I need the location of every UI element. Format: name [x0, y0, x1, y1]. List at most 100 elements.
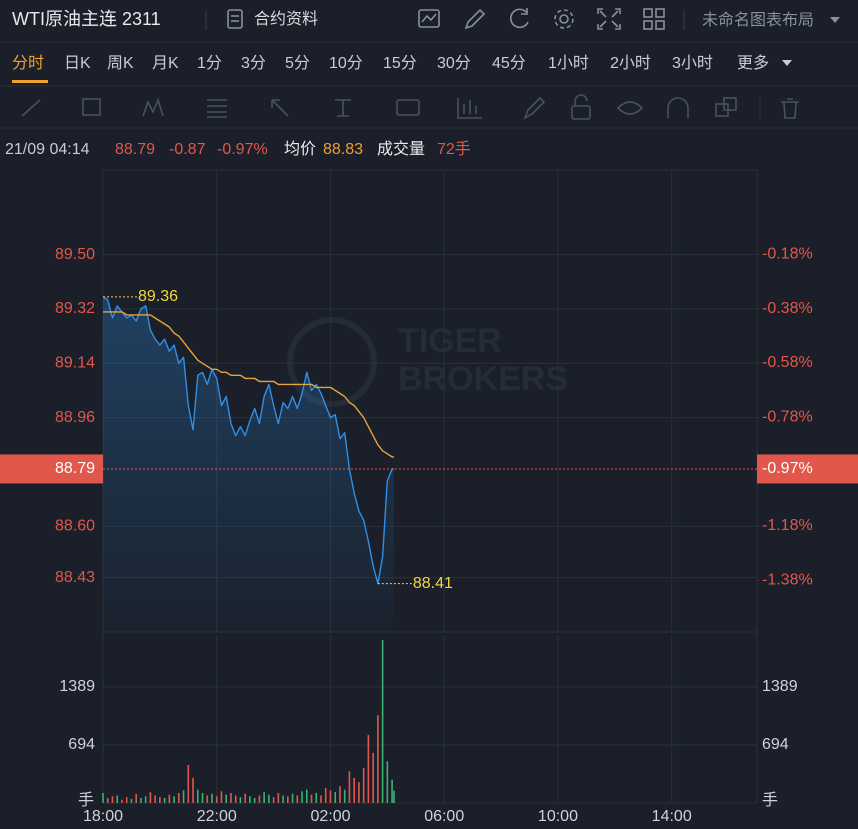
- volume-bar: [253, 797, 256, 803]
- volume-bar: [320, 795, 322, 803]
- settings-icon[interactable]: [559, 14, 569, 24]
- drawing-toolbar: [21, 94, 799, 120]
- info-change: -0.87: [169, 141, 206, 158]
- tool-text[interactable]: [335, 99, 351, 117]
- tool-rect[interactable]: [82, 98, 101, 116]
- volume-bar: [192, 777, 194, 803]
- x-tick-label: 18:00: [83, 808, 123, 825]
- volume-bar: [125, 797, 128, 803]
- tool-lock[interactable]: [571, 105, 591, 120]
- tool-brush[interactable]: [523, 96, 546, 120]
- volume-bar: [381, 640, 384, 803]
- dropdown-caret[interactable]: [782, 60, 792, 66]
- y-tick-label: 88.60: [55, 518, 95, 535]
- volume-bar: [230, 792, 232, 803]
- dropdown-caret[interactable]: [830, 17, 840, 23]
- tab[interactable]: 1小时: [548, 54, 589, 72]
- volume-bar: [268, 794, 270, 803]
- volume-bar: [315, 792, 318, 803]
- tab[interactable]: 分时: [12, 54, 44, 72]
- low-label: 88.41: [413, 575, 453, 592]
- volume-bar: [305, 789, 308, 803]
- tab[interactable]: 日K: [64, 55, 91, 72]
- unit-label: 手: [762, 791, 778, 809]
- tab[interactable]: 15分: [383, 54, 417, 72]
- tool-note[interactable]: [396, 99, 420, 116]
- price-area: [103, 296, 394, 632]
- y2-tick-label: -0.38%: [762, 300, 813, 317]
- tool-line[interactable]: [21, 99, 41, 117]
- watermark-logo: [287, 317, 377, 407]
- x-tick-label: 22:00: [197, 808, 237, 825]
- tab[interactable]: 周K: [107, 55, 134, 72]
- tool-magnet[interactable]: [667, 97, 689, 118]
- tab[interactable]: 5分: [285, 54, 310, 72]
- tab[interactable]: 月K: [152, 55, 179, 72]
- volume-bar: [106, 797, 109, 803]
- volume-bar: [343, 789, 346, 803]
- volume-bar: [163, 797, 166, 803]
- volume-bar: [187, 764, 190, 803]
- volume-bar: [121, 799, 123, 803]
- tabs: 分时 日K 周K 月K 1分 3分 5分 10分 15分 30分 45分 1小时 2小时 3小时 更多: [12, 54, 792, 83]
- volume-bar: [149, 792, 152, 803]
- y2-tick-label: 694: [762, 736, 789, 753]
- volume-bar: [339, 786, 341, 803]
- chart-icon[interactable]: [418, 9, 440, 28]
- y2-tick-label: -1.38%: [762, 572, 813, 589]
- volume-bar: [362, 767, 365, 803]
- edit-icon[interactable]: [464, 8, 486, 30]
- tool-eye[interactable]: [616, 101, 644, 115]
- tool-measure[interactable]: [457, 98, 482, 119]
- high-label: 89.36: [138, 288, 178, 305]
- volume-bar: [377, 715, 379, 803]
- tab[interactable]: 2小时: [610, 54, 651, 72]
- tab[interactable]: 10分: [329, 54, 363, 72]
- header-icons: [418, 8, 665, 30]
- y-tick-label: 89.14: [55, 354, 95, 371]
- volume-bar: [277, 792, 280, 803]
- refresh-icon[interactable]: [509, 8, 529, 29]
- volume-bar: [258, 795, 261, 803]
- contract-info-button[interactable]: 合约资料: [227, 9, 318, 29]
- layout-icon: [655, 8, 665, 18]
- volume-bar: [239, 797, 242, 803]
- volume-bar: [220, 791, 223, 803]
- info-datetime: 21/09 04:14: [5, 141, 90, 158]
- volume-bar: [178, 792, 180, 803]
- volume-bar: [353, 777, 355, 803]
- tab[interactable]: 45分: [492, 54, 526, 72]
- volume-bar: [154, 795, 156, 803]
- tab-underline: [12, 80, 48, 83]
- tool-delete[interactable]: [781, 98, 799, 119]
- tool-arrow[interactable]: [271, 99, 289, 117]
- contract-info[interactable]: 合约资料: [254, 10, 318, 28]
- tab[interactable]: 更多: [737, 54, 769, 72]
- chart-icon-line: [421, 13, 437, 23]
- layout-icon[interactable]: [643, 8, 653, 18]
- volume-bar: [291, 793, 294, 803]
- y-tick-label: 89.50: [55, 246, 95, 263]
- tab[interactable]: 3分: [241, 54, 266, 72]
- info-price: 88.79: [115, 141, 155, 158]
- volume-bar: [116, 795, 119, 803]
- volume-bar: [144, 796, 147, 803]
- x-tick-label: 02:00: [310, 808, 350, 825]
- tool-fib[interactable]: [207, 99, 227, 118]
- info-volume: 72手: [437, 140, 471, 158]
- tool-pattern[interactable]: [142, 97, 164, 117]
- volume-bar: [287, 796, 289, 803]
- volume-bar: [182, 790, 185, 803]
- layout-name[interactable]: 未命名图表布局: [702, 11, 814, 29]
- tab[interactable]: 1分: [197, 54, 222, 72]
- layout-icon: [643, 20, 653, 30]
- tab[interactable]: 3小时: [672, 54, 713, 72]
- fullscreen-icon[interactable]: [597, 8, 621, 30]
- settings-icon-gear: [554, 9, 574, 29]
- volume-bar: [386, 761, 389, 803]
- volume-bar: [310, 794, 313, 803]
- info-bar: 21/09 04:14 88.79 -0.87 -0.97% 均价 88.83 成交量 72手: [5, 140, 471, 158]
- tab[interactable]: 30分: [437, 54, 471, 72]
